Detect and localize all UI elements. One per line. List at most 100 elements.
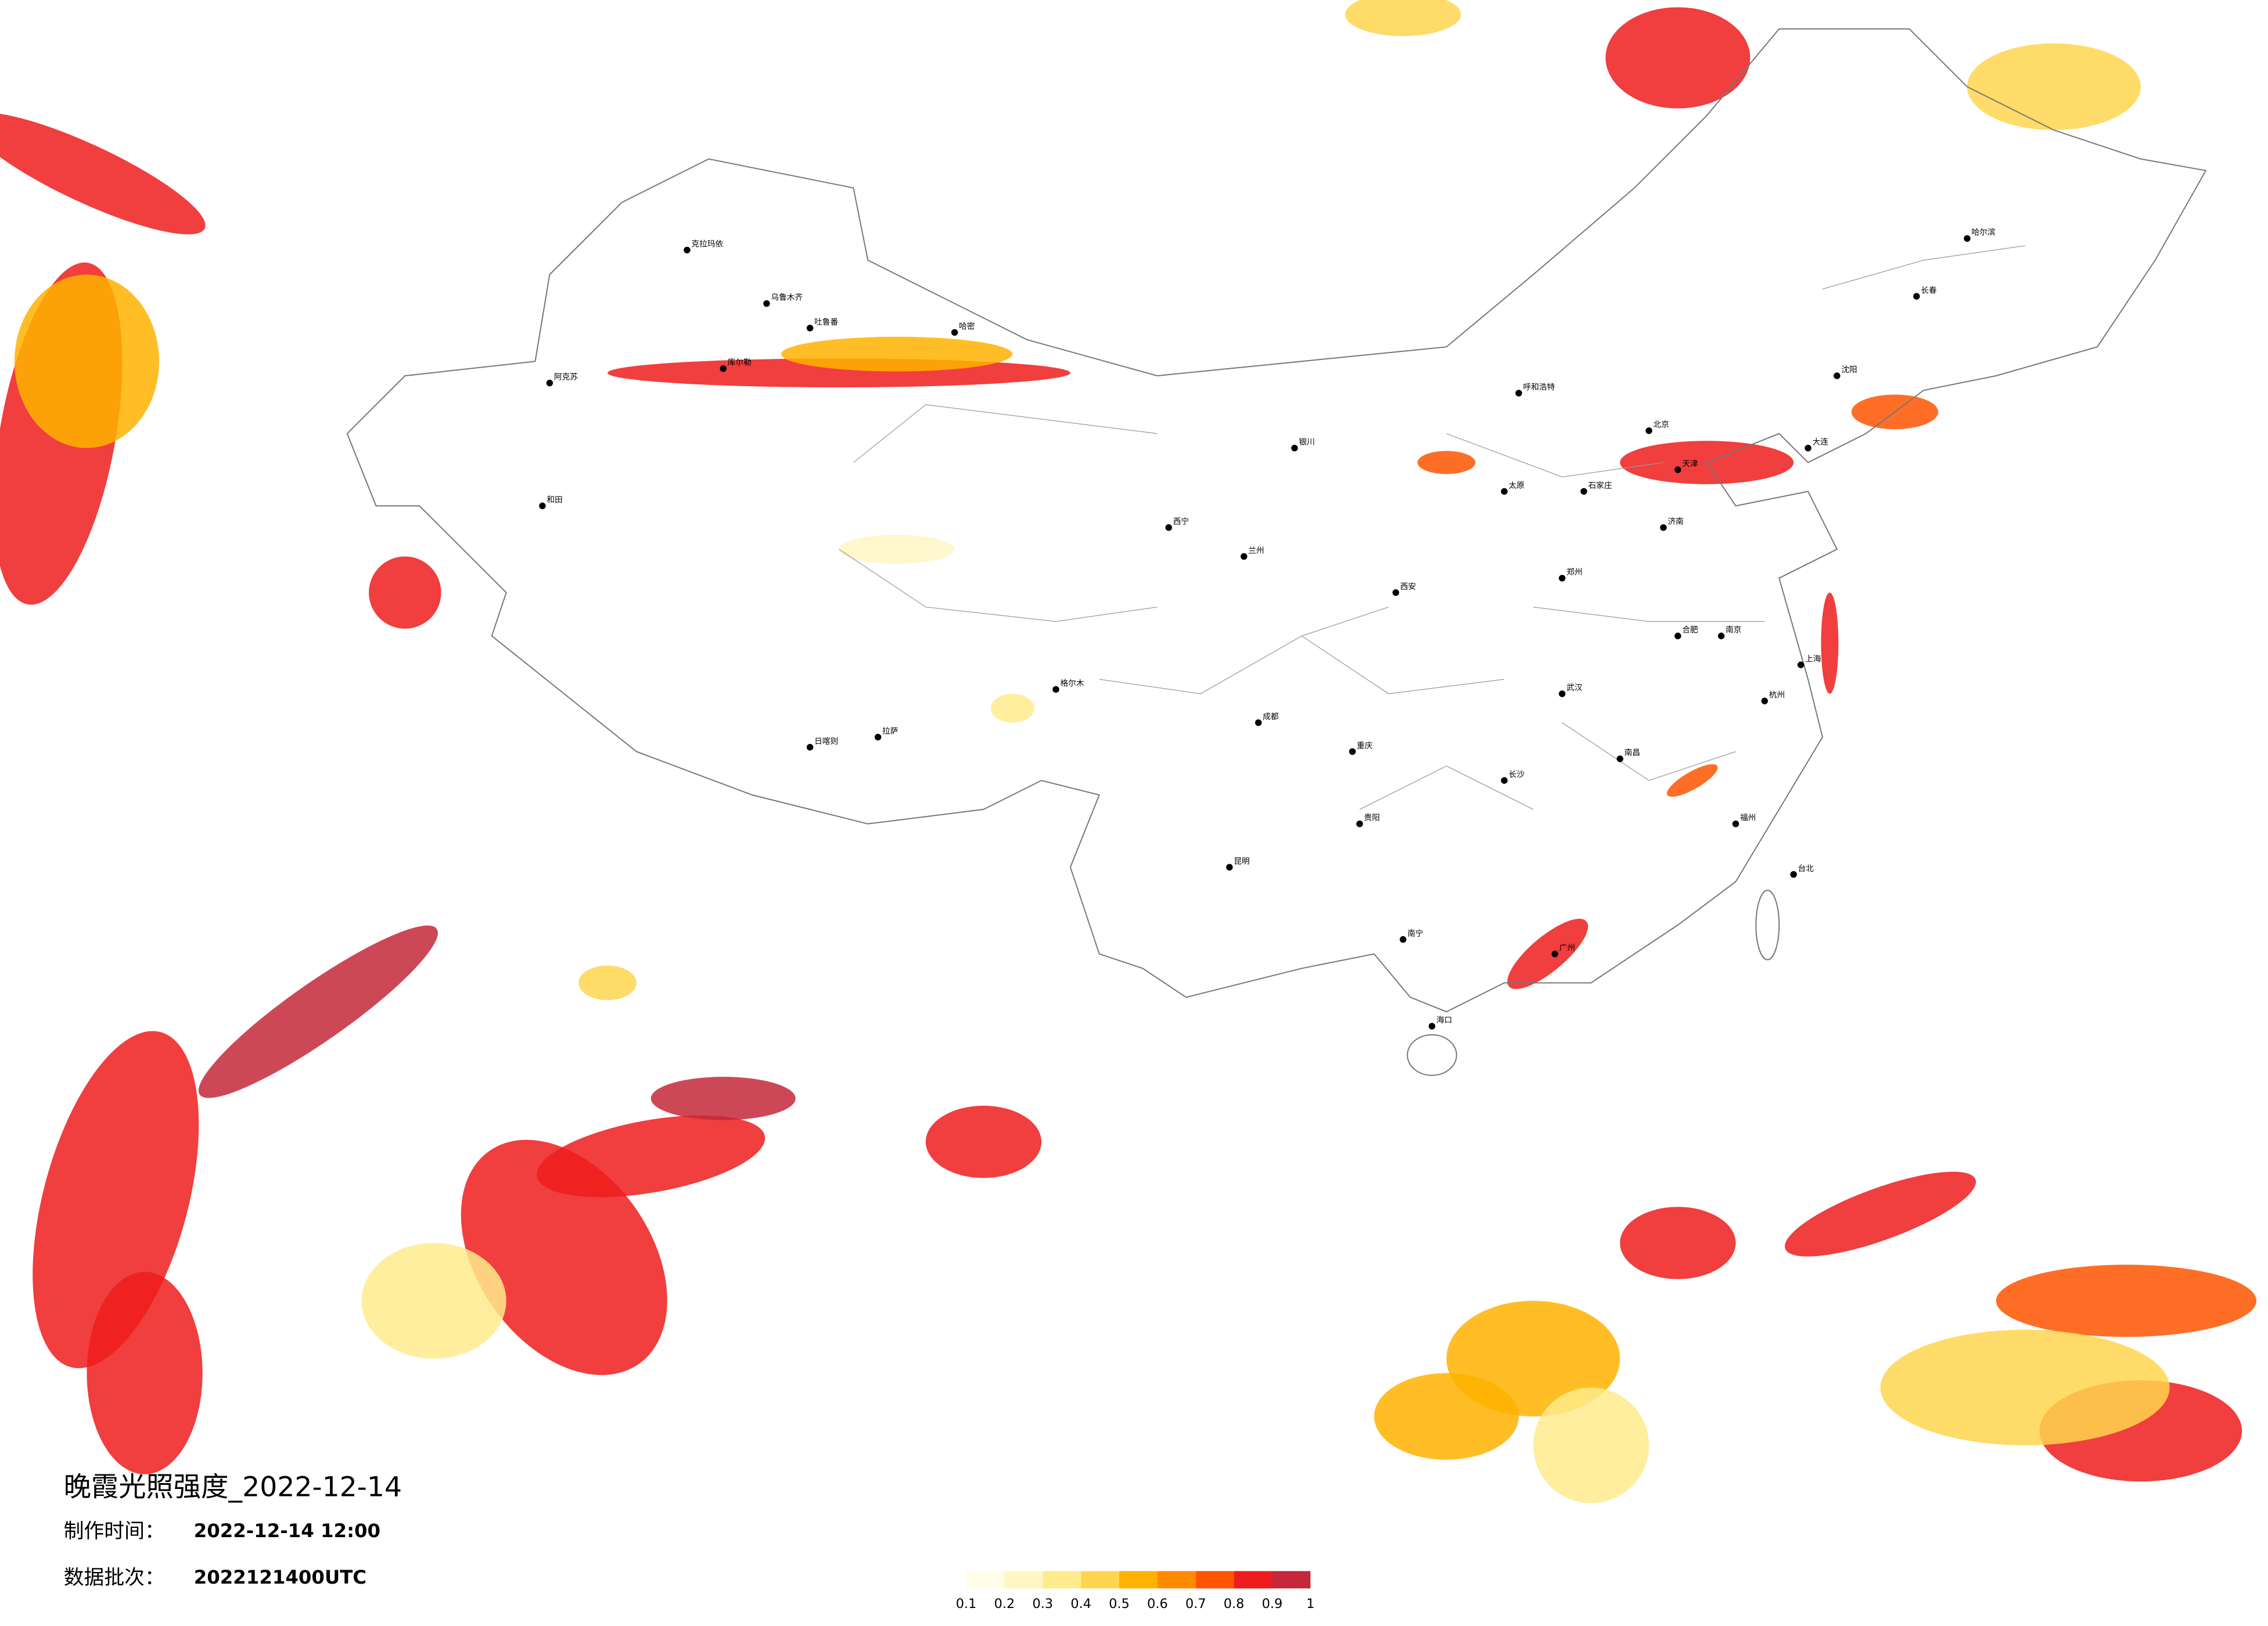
city-label: 南宁 [1407,929,1423,938]
city-label: 重庆 [1357,741,1373,750]
heat-blob [0,112,206,235]
heat-blob [1345,0,1461,37]
city-label: 台北 [1798,864,1814,873]
city-dot [546,379,553,387]
city-dot [1165,524,1172,531]
colorbar-swatch [1195,1571,1234,1589]
city-dot [1356,820,1363,828]
info-value: 2022-12-14 12:00 [194,1520,380,1542]
city-label: 合肥 [1682,625,1698,635]
heat-blob [839,534,955,564]
city-dot [1674,466,1681,473]
city-label: 太原 [1509,481,1525,490]
heat-blob [14,274,159,448]
city-label: 济南 [1667,517,1683,526]
city-label: 福州 [1740,814,1756,823]
heat-blob [1996,1264,2257,1337]
heat-blob [198,925,438,1098]
heat-blob [781,336,1013,372]
city-dot [1580,488,1587,495]
heat-blob [1417,451,1476,474]
city-dot [684,246,691,254]
city-dot [1674,632,1681,639]
city-label: 西安 [1400,582,1416,591]
info-label: 数据批次： [64,1566,165,1589]
city-dot [1399,936,1407,943]
heat-blob [1374,1373,1519,1460]
heat-blob [537,1115,765,1197]
city-label: 南昌 [1624,749,1640,758]
city-label: 杭州 [1769,690,1785,700]
city-label: 西宁 [1173,516,1189,526]
city-label: 哈尔滨 [1971,228,1995,238]
colorbar-swatch [1157,1571,1196,1589]
colorbar-swatch [1272,1571,1311,1589]
heat-blob [1620,1207,1736,1279]
heat-blob [461,1139,667,1375]
colorbar-tick-label: 0.8 [1224,1596,1245,1611]
info-value: 2022121400UTC [194,1566,366,1588]
colorbar-tick-label: 0.2 [994,1596,1015,1611]
colorbar-tick-label: 0.1 [956,1596,977,1611]
heat-blob [361,1243,506,1359]
city-label: 库尔勒 [728,358,752,368]
city-label: 和田 [547,495,562,505]
colorbar-tick-label: 0.4 [1070,1596,1091,1611]
city-dot [806,744,814,751]
city-label: 日喀则 [814,737,838,746]
city-dot [539,502,546,509]
city-label: 天津 [1682,459,1698,469]
city-dot [1515,390,1522,397]
map-title: 晚霞光照强度_2022-12-14 [64,1472,402,1503]
taiwan [1755,890,1780,961]
city-dot [763,300,770,307]
city-dot [1291,444,1298,452]
city-dot [1558,690,1566,697]
city-dot [1645,427,1652,434]
city-label: 南京 [1726,625,1741,635]
heat-blob [87,1272,203,1474]
province-lines [839,245,2025,810]
city-label: 上海 [1805,654,1821,664]
city-label: 哈密 [959,321,975,331]
city-dot [951,329,958,336]
heat-blob [1821,592,1839,694]
city-dot [1241,553,1248,560]
city-dot [1428,1023,1436,1030]
city-dot [1226,864,1233,871]
colorbar-tick-label: 0.9 [1262,1596,1283,1611]
city-label: 拉萨 [882,726,898,736]
city-label: 兰州 [1248,546,1264,555]
heat-blob [1785,1171,1976,1257]
city-dot [1392,589,1399,596]
colorbar-tick-label: 0.7 [1185,1596,1206,1611]
hainan [1407,1034,1457,1076]
country-outline [346,28,2207,1013]
city-label: 北京 [1654,420,1669,430]
heat-blob [650,1077,796,1120]
city-dot [1052,686,1059,693]
city-label: 吐鲁番 [814,318,838,327]
city-dot [1551,950,1558,958]
city-dot [806,325,814,332]
city-label: 贵阳 [1364,814,1379,823]
colorbar-swatch [1234,1571,1273,1589]
city-label: 长沙 [1509,770,1525,779]
city-dot [1255,719,1262,726]
city-dot [1805,444,1811,452]
city-dot [1558,574,1566,582]
city-dot [1797,661,1805,668]
heat-blob [990,693,1034,723]
city-label: 成都 [1263,712,1279,721]
city-label: 格尔木 [1060,679,1084,688]
city-label: 昆明 [1234,857,1249,866]
heat-blob [1667,764,1718,797]
city-label: 呼和浩特 [1523,383,1555,392]
city-dot [1616,755,1624,762]
info-label: 制作时间： [64,1520,165,1543]
city-label: 克拉玛依 [691,240,723,249]
city-label: 银川 [1299,438,1314,447]
city-dot [1660,524,1667,531]
